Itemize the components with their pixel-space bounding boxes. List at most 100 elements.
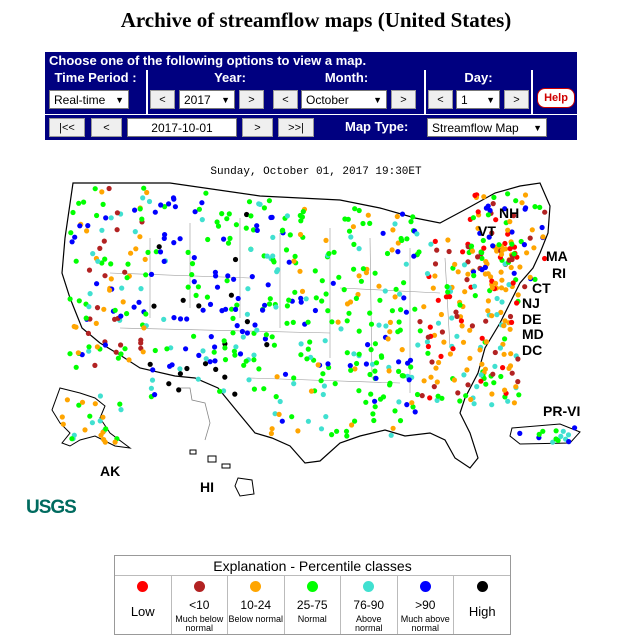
gauge-site-dot [401,295,407,301]
gauge-site-dot [347,363,353,369]
gauge-site-dot [224,278,230,284]
first-date-button[interactable]: |<< [49,118,85,137]
map-type-select[interactable]: Streamflow Map ▼ [427,118,547,137]
gauge-site-dot [232,352,238,358]
month-next-button[interactable]: > [391,90,416,109]
gauge-site-dot [76,402,82,408]
gauge-site-dot [227,235,233,241]
gauge-site-dot [321,383,327,389]
gauge-site-dot [303,296,309,302]
gauge-site-dot [108,215,114,221]
gauge-site-dot [118,342,124,348]
gauge-site-dot [100,201,106,207]
gauge-site-dot [273,394,279,400]
gauge-site-dot [396,319,402,325]
gauge-site-dot [341,287,347,293]
month-select[interactable]: October ▼ [301,90,387,109]
gauge-site-dot [505,231,511,237]
gauge-site-dot [254,227,260,233]
gauge-site-dot [222,345,228,351]
gauge-site-dot [471,273,477,279]
day-select[interactable]: 1 ▼ [456,90,500,109]
gauge-site-dot [118,313,124,319]
gauge-site-dot [458,318,464,324]
day-label: Day: [464,70,493,85]
gauge-site-dot [481,245,487,251]
gauge-site-dot [114,210,120,216]
gauge-site-dot [153,249,159,255]
gauge-site-dot [387,382,393,388]
gauge-site-dot [475,254,481,260]
panel-header: Choose one of the following options to v… [49,53,367,68]
gauge-site-dot [372,404,378,410]
gauge-site-dot [527,274,533,280]
year-select[interactable]: 2017 ▼ [179,90,235,109]
streamflow-map[interactable]: NH VT MA RI CT NJ DE MD DC PR-VI AK HI [0,178,632,508]
gauge-site-dot [351,351,357,357]
gauge-site-dot [94,212,100,219]
gauge-site-dot [356,388,362,394]
next-date-button[interactable]: > [242,118,273,137]
gauge-site-dot [185,249,191,255]
gauge-site-dot [147,361,153,367]
gauge-site-dot [233,344,239,350]
gauge-site-dot [506,282,512,288]
gauge-site-dot [404,402,410,408]
gauge-site-dot [98,432,104,438]
day-prev-button[interactable]: < [428,90,453,109]
gauge-site-dot [214,219,220,225]
gauge-site-dot [233,306,239,312]
gauge-site-dot [492,349,498,356]
gauge-site-dot [273,304,279,310]
time-period-select[interactable]: Real-time ▼ [49,90,129,109]
gauge-site-dot [184,365,190,372]
help-button[interactable]: Help [537,88,575,108]
gauge-site-dot [239,328,245,335]
gauge-site-dot [117,401,123,407]
day-next-button[interactable]: > [504,90,529,109]
gauge-site-dot [434,379,440,385]
legend-dot [306,581,318,592]
gauge-site-dot [355,291,361,298]
gauge-site-dot [217,388,223,394]
gauge-site-dot [298,295,304,301]
gauge-site-dot [427,324,433,330]
gauge-site-dot [498,373,504,380]
gauge-site-dot [196,206,202,212]
gauge-site-dot [125,261,131,267]
gauge-site-dot [92,401,98,407]
year-prev-button[interactable]: < [150,90,175,109]
month-prev-button[interactable]: < [273,90,298,109]
gauge-site-dot [246,199,253,205]
gauge-site-dot [122,346,128,352]
gauge-site-dot [501,351,507,357]
gauge-site-dot [76,298,82,304]
legend-label: 10-24 [240,598,272,612]
date-field[interactable]: 2017-10-01 [127,118,237,137]
gauge-site-dot [386,368,392,374]
gauge-site-dot [291,381,297,387]
gauge-site-dot [532,276,538,282]
gauge-site-dot [193,292,199,298]
gauge-site-dot [372,341,378,347]
year-next-button[interactable]: > [239,90,264,109]
gauge-site-dot [516,392,522,398]
gauge-site-dot [171,315,177,321]
gauge-site-dot [212,358,218,364]
gauge-site-dot [69,436,75,442]
gauge-site-dot [459,323,465,329]
prev-date-button[interactable]: < [91,118,122,137]
gauge-site-dot [223,306,229,312]
gauge-site-dot [428,241,434,247]
last-date-button[interactable]: >>| [278,118,314,137]
legend-label: 76-90 [353,598,385,612]
gauge-site-dot [144,189,150,196]
gauge-site-dot [235,295,241,302]
gauge-site-dot [132,207,138,213]
gauge-site-dot [162,204,168,210]
month-value: October [306,92,349,107]
gauge-site-dot [353,295,359,301]
gauge-site-dot [414,231,420,237]
gauge-site-dot [380,230,386,236]
gauge-site-dot [356,246,362,252]
